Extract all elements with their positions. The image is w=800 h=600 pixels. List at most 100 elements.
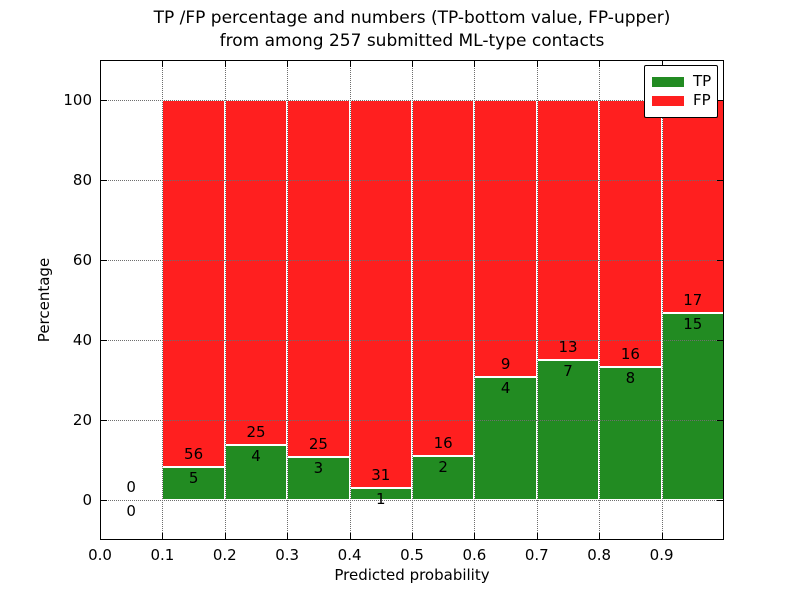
x-tick-mark-top — [224, 61, 226, 67]
x-tick-mark — [599, 533, 601, 539]
fp-count-label: 25 — [246, 422, 266, 441]
gridline-vertical — [349, 61, 351, 539]
fp-count-label: 13 — [558, 338, 578, 356]
gridline-vertical — [224, 61, 226, 539]
axes-spine — [100, 60, 724, 540]
tp-count-label: 7 — [563, 362, 573, 380]
fp-legend-label: FP — [693, 91, 711, 109]
gridline-vertical — [162, 61, 164, 539]
fp-bar-segment — [412, 100, 475, 456]
legend: TP FP — [644, 65, 718, 118]
chart-title-line2: from among 257 submitted ML-type contact… — [219, 31, 605, 51]
fp-bar-segment — [349, 100, 412, 488]
x-tick-label: 0.3 — [275, 546, 300, 564]
tp-count-label: 8 — [625, 368, 636, 387]
y-tick-mark — [101, 340, 107, 341]
tp-count-label: 4 — [251, 446, 261, 465]
gridline-vertical — [599, 61, 601, 539]
x-tick-mark — [474, 533, 476, 539]
y-tick-label: 0 — [82, 491, 92, 509]
y-tick-label: 60 — [72, 251, 92, 269]
y-tick-label: 100 — [63, 91, 92, 109]
tp-count-label: 5 — [188, 469, 199, 488]
x-tick-label: 0.9 — [649, 546, 674, 564]
y-tick-label: 20 — [72, 411, 92, 429]
x-tick-mark — [349, 533, 351, 539]
y-tick-mark-right — [717, 340, 723, 341]
chart-title: TP /FP percentage and numbers (TP-bottom… — [100, 7, 724, 53]
x-tick-mark — [287, 533, 289, 539]
fp-count-label: 56 — [184, 445, 204, 464]
x-tick-mark-top — [661, 61, 663, 67]
x-tick-mark-top — [162, 61, 164, 67]
tp-count-label: 4 — [500, 378, 511, 397]
gridline-vertical — [412, 61, 413, 539]
chart-title-line1: TP /FP percentage and numbers (TP-bottom… — [153, 8, 671, 28]
y-tick-mark — [101, 500, 107, 501]
x-tick-label: 0.0 — [88, 546, 112, 564]
x-tick-mark-top — [474, 61, 476, 67]
y-tick-mark — [101, 100, 107, 101]
y-tick-mark-right — [717, 260, 723, 261]
y-tick-mark-right — [717, 420, 723, 421]
tp-count-label: 3 — [313, 459, 324, 478]
x-tick-mark — [412, 533, 413, 539]
fp-bar-segment — [474, 100, 537, 377]
fp-count-label: 17 — [683, 290, 703, 309]
y-tick-mark — [101, 420, 107, 421]
y-tick-mark-right — [717, 100, 723, 101]
tp-count-label: 1 — [376, 489, 386, 508]
tp-legend-swatch — [652, 76, 684, 87]
gridline-vertical — [287, 61, 289, 539]
x-tick-mark-top — [349, 61, 351, 67]
x-tick-mark — [661, 533, 663, 539]
tp-legend-label: TP — [693, 72, 712, 90]
x-tick-label: 0.6 — [462, 546, 487, 564]
x-tick-mark — [536, 533, 538, 539]
x-tick-mark-top — [599, 61, 601, 67]
fp-count-label: 0 — [126, 478, 136, 496]
x-tick-mark-top — [536, 61, 538, 67]
tp-bar-segment — [599, 366, 662, 500]
x-tick-mark-top — [100, 61, 101, 67]
y-tick-mark-right — [717, 500, 723, 501]
y-tick-label: 80 — [72, 171, 92, 189]
tp-bar-segment — [661, 312, 724, 500]
fp-count-label: 9 — [500, 354, 511, 373]
fp-bar-segment — [224, 100, 288, 445]
fp-count-label: 25 — [308, 435, 328, 454]
y-tick-mark — [101, 180, 107, 181]
x-tick-label: 0.4 — [337, 546, 362, 564]
x-axis-label: Predicted probability — [334, 566, 490, 584]
fp-count-label: 16 — [433, 433, 453, 452]
tp-count-label: 0 — [126, 502, 136, 520]
fp-count-label: 31 — [371, 465, 391, 484]
x-tick-label: 0.2 — [212, 546, 237, 564]
y-tick-mark — [101, 260, 107, 261]
fp-bar-segment — [162, 100, 225, 468]
x-tick-mark — [100, 533, 101, 539]
gridline-vertical — [536, 61, 538, 539]
y-tick-mark-right — [717, 180, 723, 181]
tp-bar-segment — [536, 360, 600, 500]
legend-entry-tp: TP — [652, 72, 712, 90]
tp-bar-segment — [162, 467, 225, 500]
gridline-vertical — [474, 61, 476, 539]
fp-bar-segment — [599, 100, 662, 367]
fp-bar-segment — [536, 100, 600, 360]
tp-count-label: 2 — [438, 457, 448, 476]
tp-count-label: 15 — [683, 314, 703, 333]
y-axis-label: Percentage — [35, 257, 53, 343]
x-tick-mark — [224, 533, 226, 539]
legend-entry-fp: FP — [652, 91, 711, 109]
y-tick-label: 40 — [72, 331, 92, 349]
x-tick-mark-top — [412, 61, 413, 67]
x-tick-mark-top — [287, 61, 289, 67]
fp-legend-swatch — [652, 95, 684, 106]
fp-count-label: 16 — [620, 344, 640, 363]
gridline-vertical — [661, 61, 663, 539]
x-tick-label: 0.8 — [587, 546, 612, 564]
x-tick-mark — [162, 533, 164, 539]
x-tick-label: 0.5 — [400, 546, 424, 564]
